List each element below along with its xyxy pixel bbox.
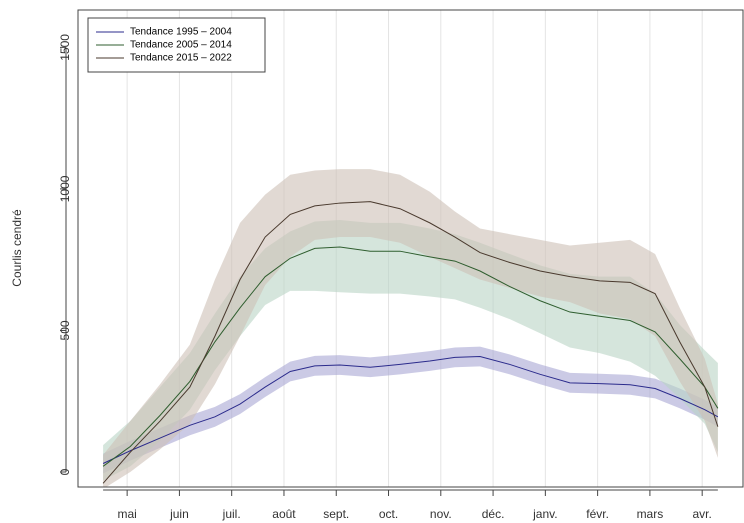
lines — [102, 201, 719, 484]
axes: 0 500 1000 1500 mai juin juil. août sept. oct. nov… — [58, 34, 718, 521]
x-tick-label: déc. — [482, 507, 505, 521]
y-tick-label: 500 — [58, 320, 72, 340]
x-tick-label: juil. — [222, 507, 241, 521]
x-tick-label: févr. — [586, 507, 609, 521]
x-tick-label: nov. — [430, 507, 452, 521]
bands — [103, 169, 718, 487]
trend-line — [102, 246, 719, 467]
x-tick-label: août — [272, 507, 296, 521]
trend-line — [102, 201, 719, 484]
legend: Tendance 1995 – 2004 Tendance 2005 – 2014… — [87, 17, 266, 73]
x-tick-label: juin — [169, 507, 189, 521]
legend-label: Tendance 2015 – 2022 — [130, 53, 232, 64]
y-tick-label: 1000 — [58, 175, 72, 202]
y-axis-label: Courlis cendré — [10, 209, 24, 287]
legend-label: Tendance 2005 – 2014 — [130, 40, 232, 51]
legend-label: Tendance 1995 – 2004 — [130, 27, 232, 38]
trend-line — [102, 355, 719, 464]
plot-frame — [77, 9, 744, 488]
confidence-band — [103, 346, 718, 474]
x-tick-label: avr. — [693, 507, 712, 521]
y-tick-label: 0 — [58, 468, 72, 475]
x-tick-label: sept. — [323, 507, 349, 521]
confidence-band — [103, 169, 718, 487]
x-tick-label: mars — [637, 507, 664, 521]
x-tick-label: mai — [117, 507, 136, 521]
x-tick-label: oct. — [379, 507, 398, 521]
y-tick-label: 1500 — [58, 34, 72, 61]
x-tick-label: janv. — [532, 507, 557, 521]
